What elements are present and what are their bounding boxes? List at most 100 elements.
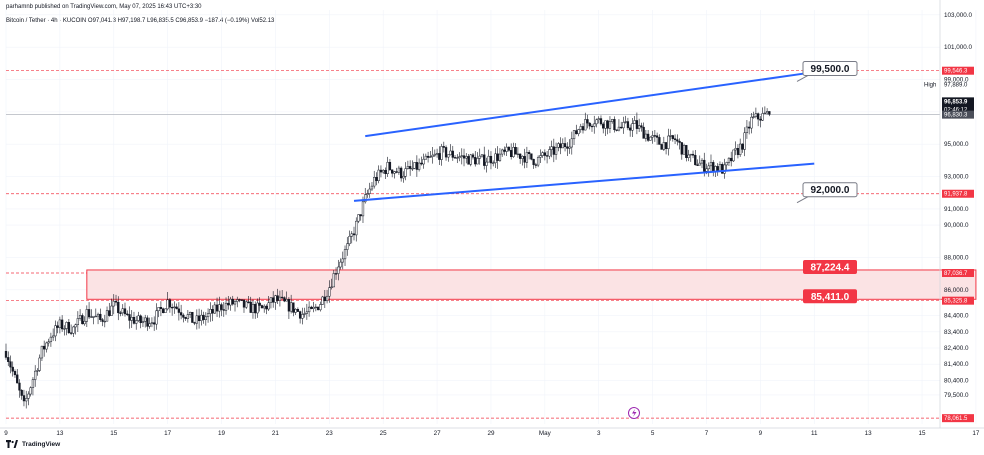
y-tick-label: 90,000.0	[944, 222, 969, 229]
callout-label: 87,224.4	[811, 262, 850, 273]
candle-down	[703, 159, 706, 172]
candle-up	[557, 143, 560, 148]
candle-up	[325, 295, 329, 302]
candle-down	[323, 296, 326, 302]
candle-down	[202, 314, 205, 320]
candle-down	[716, 166, 719, 172]
candle-down	[518, 153, 522, 159]
price-callouts: 99,500.0 92,000.0 87,224.4 85,411.0	[796, 60, 858, 304]
candle-down	[215, 304, 219, 312]
candle-up	[233, 301, 237, 305]
candle-up	[25, 398, 28, 402]
x-tick-label: 19	[218, 430, 226, 437]
candle-up	[765, 111, 769, 114]
candle-up	[536, 157, 540, 166]
candle-up	[166, 299, 169, 310]
candle-down	[438, 153, 441, 160]
candle-up	[604, 120, 607, 129]
tradingview-brand[interactable]: TradingView	[6, 440, 60, 448]
candle-up	[314, 306, 317, 309]
candle-up	[429, 156, 432, 158]
candle-up	[83, 321, 86, 325]
candle-up	[96, 313, 100, 317]
candle-up	[92, 316, 95, 318]
candle-down	[220, 304, 223, 310]
level-price-tag	[942, 414, 974, 423]
x-tick-label: 29	[487, 430, 495, 437]
candle-down	[139, 315, 142, 324]
candle-down	[655, 135, 659, 138]
candle-down	[184, 317, 187, 319]
level-price-tag	[942, 296, 974, 305]
candle-up	[110, 305, 113, 316]
candle-up	[188, 311, 192, 315]
candle-up	[213, 304, 216, 314]
price-line-label: 96,830.3	[944, 113, 968, 119]
candle-down	[281, 296, 284, 299]
high-label: High	[924, 82, 936, 88]
price-line-tag	[942, 110, 974, 119]
candle-down	[101, 319, 104, 322]
candle-down	[146, 317, 149, 327]
candle-up	[700, 159, 704, 164]
candle-down	[197, 315, 201, 321]
candle-down	[552, 146, 555, 155]
candle-up	[74, 324, 77, 328]
candle-up	[263, 305, 266, 309]
price-callout[interactable]: 85,411.0	[803, 289, 857, 304]
candle-up	[487, 155, 490, 163]
candle-up	[498, 153, 502, 161]
candle-down	[4, 350, 8, 358]
candle-up	[357, 214, 360, 222]
publisher-line: parhamnb published on TradingView.com, M…	[6, 4, 202, 10]
candle-down	[310, 306, 313, 309]
level-price-tag-label: 99,546.3	[944, 69, 968, 75]
candle-down	[175, 306, 178, 310]
candle-down	[240, 299, 243, 301]
candle-down	[9, 361, 12, 368]
candle-up	[135, 320, 138, 324]
price-callout[interactable]: 87,224.4	[803, 259, 857, 274]
candle-up	[723, 164, 726, 174]
y-tick-label: 82,400.0	[944, 345, 969, 352]
candle-up	[579, 126, 582, 130]
y-tick-label: 99,000.0	[944, 77, 969, 84]
candle-up	[570, 138, 573, 148]
candle-up	[525, 152, 529, 163]
lightning-icon[interactable]	[628, 407, 640, 419]
callout-leader	[796, 75, 809, 82]
y-tick-label: 101,000.0	[944, 44, 973, 51]
candle-down	[11, 366, 14, 372]
candle-down	[736, 148, 740, 155]
candle-up	[501, 149, 504, 155]
candle-up	[433, 153, 436, 156]
candle-down	[287, 299, 291, 312]
candle-up	[707, 165, 710, 170]
candle-down	[483, 154, 486, 166]
candle-up	[245, 301, 248, 308]
candle-up	[480, 154, 484, 157]
candle-up	[34, 370, 37, 380]
candle-down	[168, 299, 172, 308]
price-callout[interactable]: 92,000.0	[796, 182, 858, 204]
candle-down	[191, 311, 194, 323]
candle-down	[177, 308, 181, 313]
y-tick-label: 84,400.0	[944, 313, 969, 320]
candles	[4, 106, 771, 409]
candle-down	[658, 137, 661, 145]
candle-up	[761, 113, 764, 121]
callout-box	[802, 182, 858, 198]
candle-up	[633, 120, 636, 124]
candle-up	[256, 302, 259, 314]
candle-up	[611, 119, 614, 122]
candle-down	[532, 158, 535, 165]
price-callout[interactable]: 99,500.0	[796, 60, 858, 82]
candle-up	[130, 316, 133, 321]
high-value: 97,889.0	[944, 82, 968, 88]
candle-up	[144, 317, 147, 322]
candle-up	[339, 261, 342, 268]
candle-up	[550, 146, 553, 150]
candle-up	[27, 393, 30, 399]
candle-up	[411, 168, 414, 170]
candle-up	[593, 123, 596, 127]
